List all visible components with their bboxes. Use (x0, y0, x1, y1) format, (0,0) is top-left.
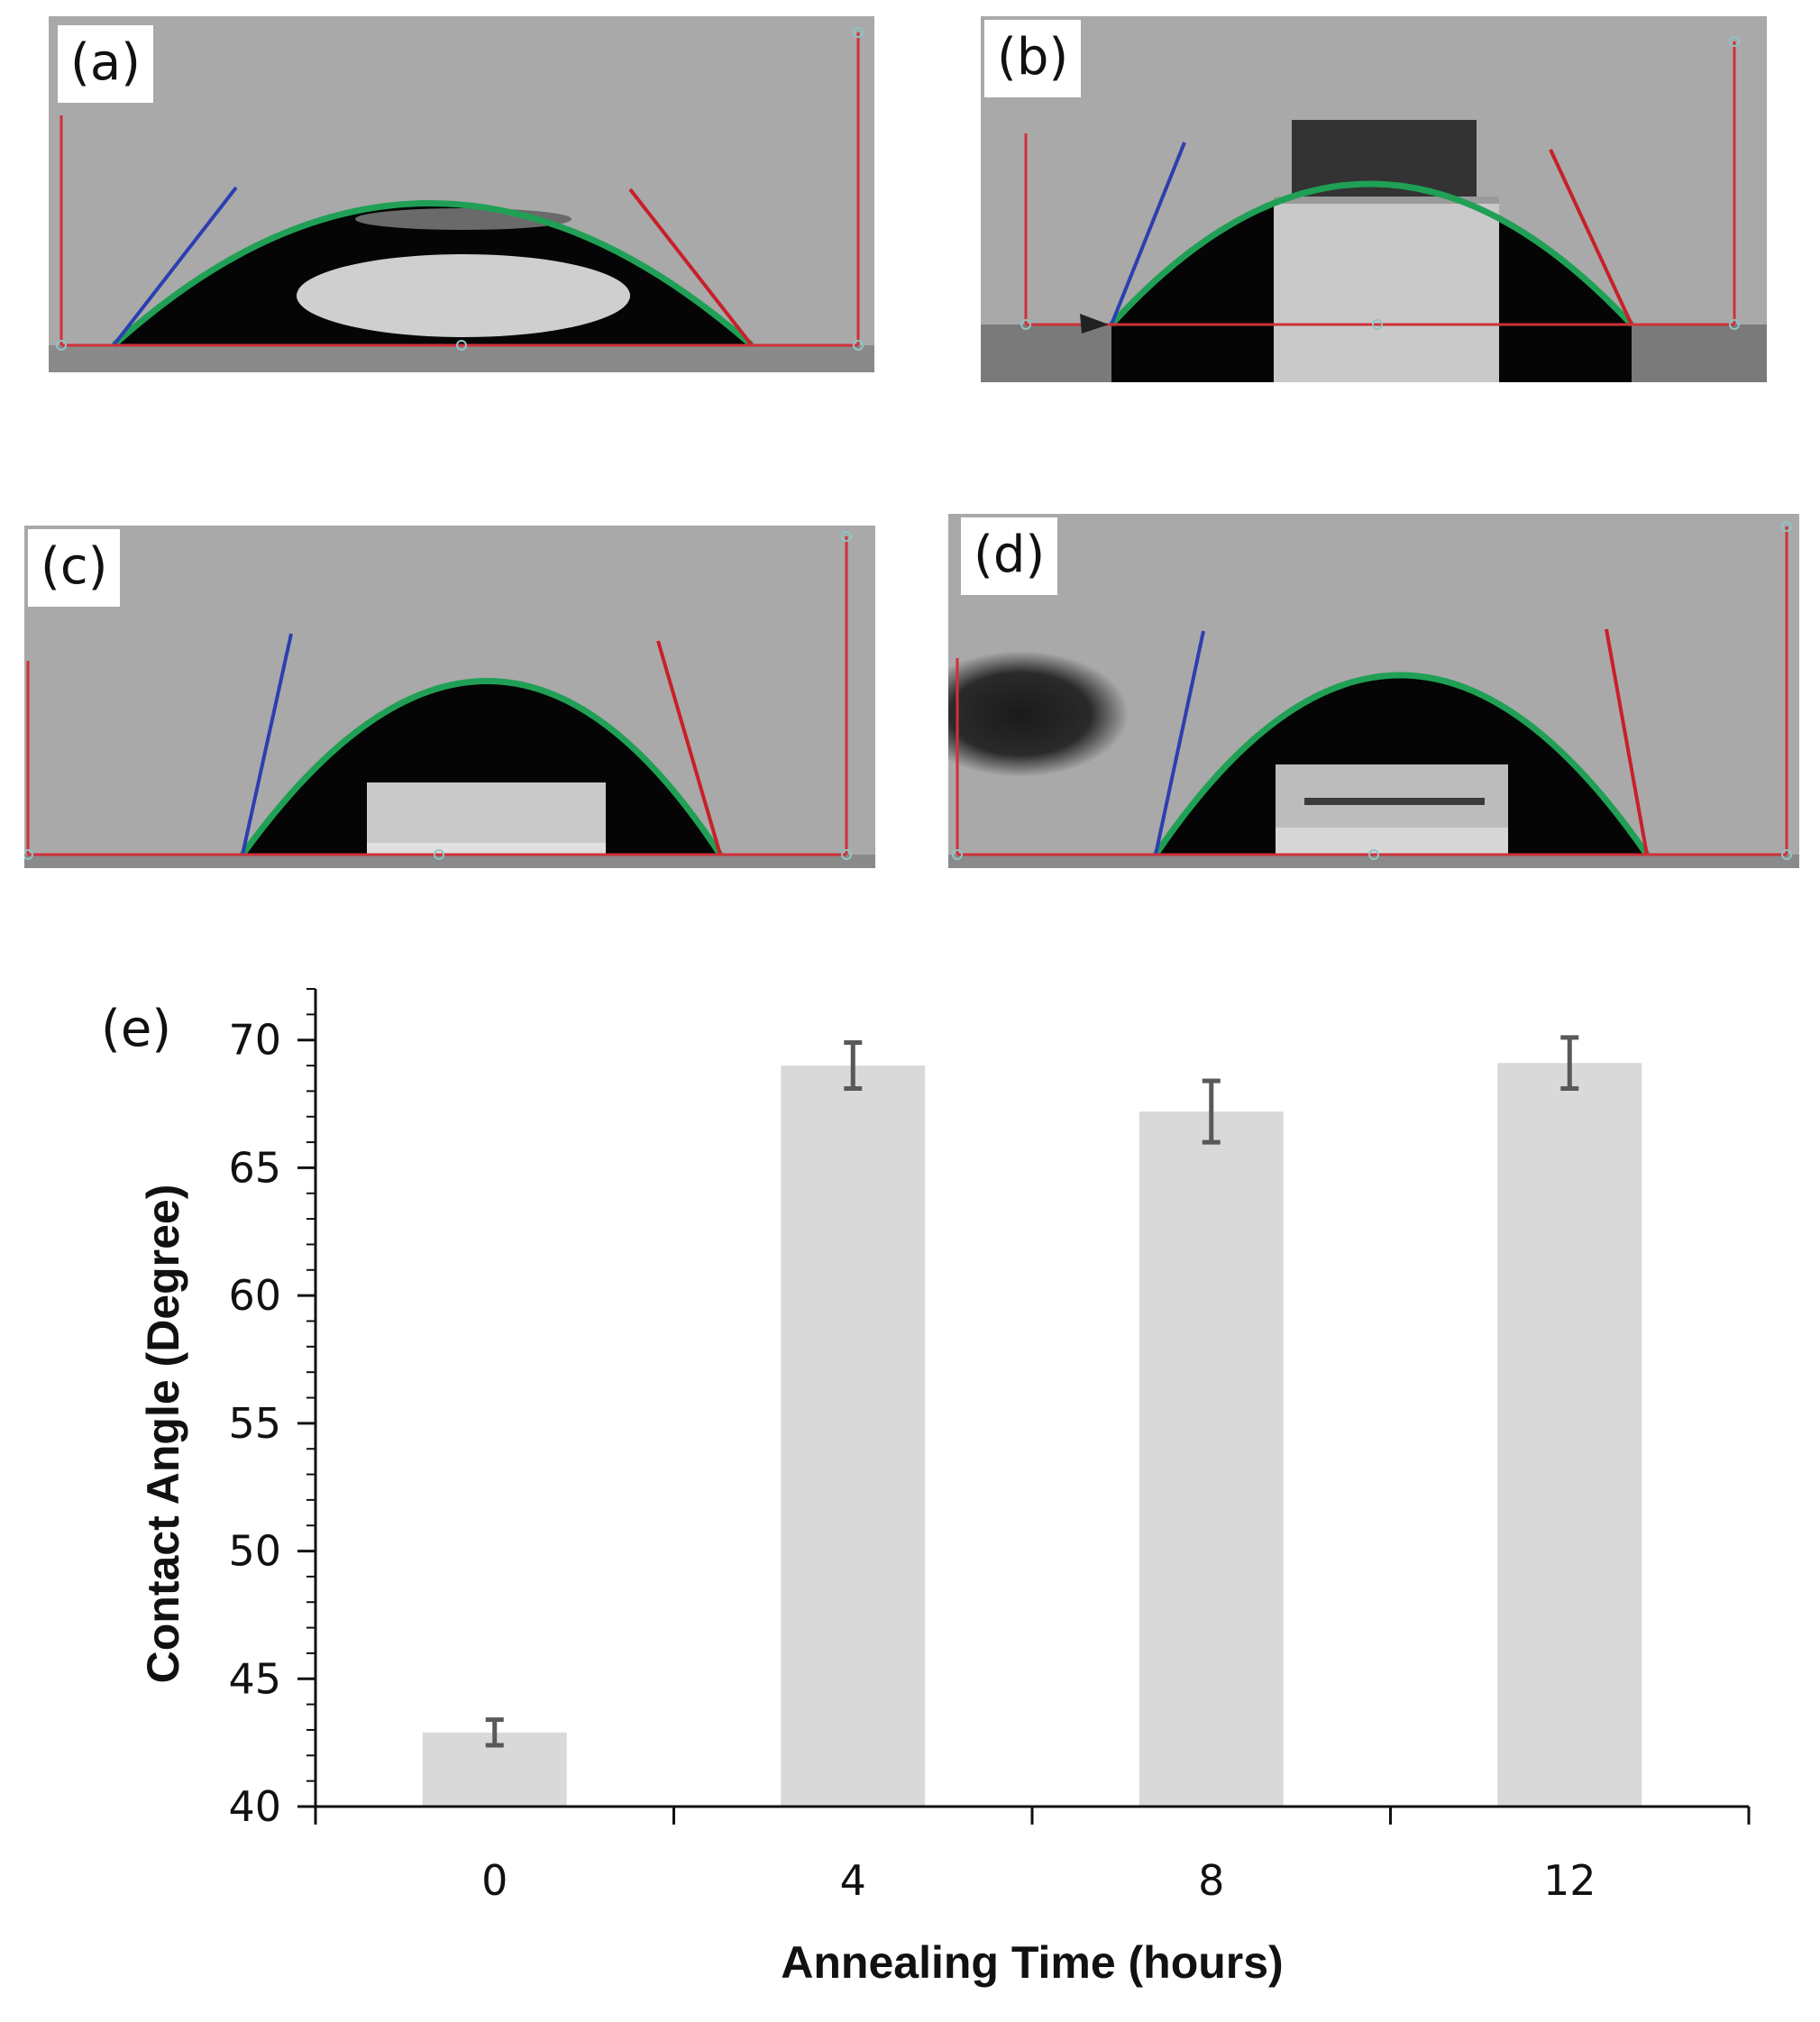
y-axis-ticks: 40 45 50 55 60 65 70 (228, 1016, 316, 1831)
bar-8 (1139, 1112, 1284, 1807)
bars (422, 1063, 1642, 1807)
x-tick-label: 0 (481, 1856, 508, 1905)
y-axis-title: Contact Angle (Degree) (138, 1185, 188, 1684)
y-tick-label: 40 (228, 1782, 281, 1831)
error-bar-4 (844, 1040, 863, 1092)
x-tick-label: 4 (840, 1856, 866, 1905)
droplet-image-d: (d) (948, 514, 1799, 868)
panel-label-b: (b) (984, 20, 1082, 97)
droplet-image-c: (c) (24, 526, 875, 868)
error-bars (485, 1035, 1579, 1748)
panel-label-a: (a) (58, 25, 154, 103)
panel-label-e: (e) (101, 1000, 171, 1058)
x-tick-label: 12 (1543, 1856, 1596, 1905)
y-tick-label: 45 (228, 1654, 281, 1703)
droplet-image-a: (a) (49, 16, 874, 372)
panel-label-d: (d) (961, 517, 1058, 595)
error-bar-12 (1560, 1035, 1579, 1092)
error-bar-0 (485, 1717, 504, 1748)
y-tick-label: 65 (228, 1143, 281, 1192)
bar-4 (781, 1066, 926, 1807)
x-axis-title: Annealing Time (hours) (781, 1937, 1283, 1988)
x-axis-ticks: 0 4 8 12 (314, 1794, 1751, 1905)
bar-12 (1497, 1063, 1642, 1807)
error-bar-8 (1202, 1078, 1221, 1145)
y-tick-label: 70 (228, 1016, 281, 1065)
contact-angle-bar-chart: 40 45 50 55 60 65 70 0 4 8 12 (e) Annealing Time … (101, 988, 1751, 1988)
panel-label-c: (c) (28, 529, 121, 607)
x-tick-label: 8 (1198, 1856, 1224, 1905)
y-tick-label: 60 (228, 1271, 281, 1320)
droplet-image-b: (b) (981, 16, 1767, 382)
y-tick-label: 55 (228, 1399, 281, 1448)
y-tick-label: 50 (228, 1527, 281, 1576)
